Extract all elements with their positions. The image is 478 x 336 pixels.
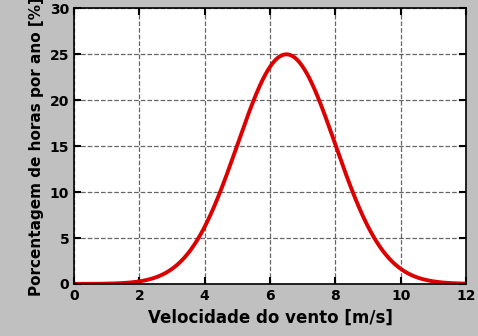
Y-axis label: Porcentagem de horas por ano [%]: Porcentagem de horas por ano [%] [29, 0, 44, 296]
X-axis label: Velocidade do vento [m/s]: Velocidade do vento [m/s] [148, 308, 392, 326]
